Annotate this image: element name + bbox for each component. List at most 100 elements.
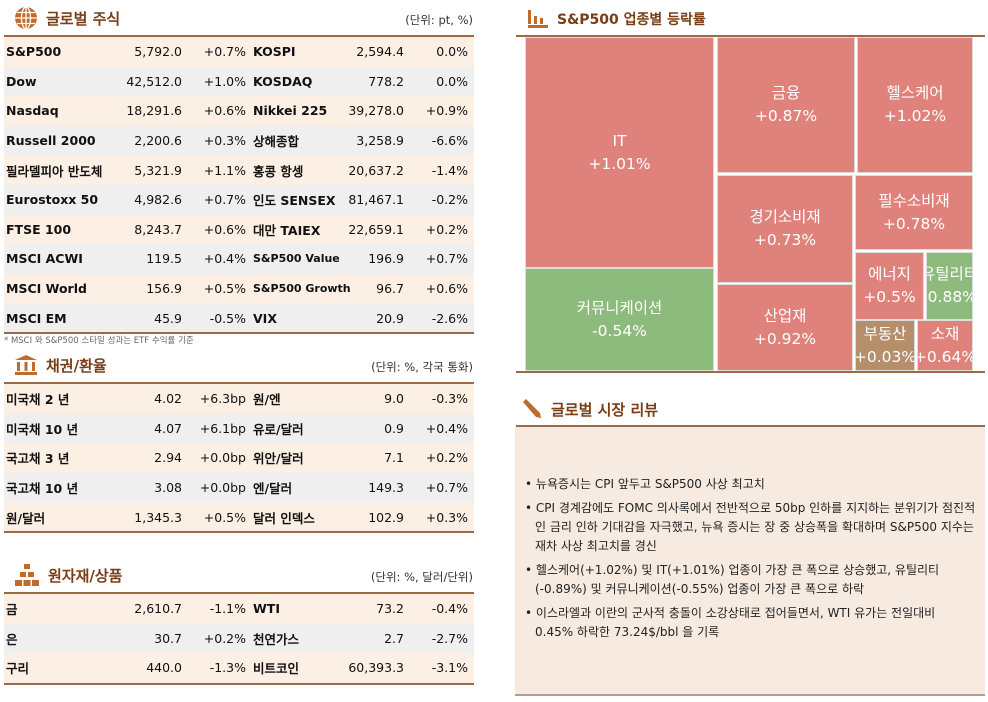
equities-table: S&P500 5,792.0 +0.7% KOSPI 2,594.4 0.0% Dow 42,… bbox=[4, 37, 474, 333]
change-cell: +0.4% bbox=[203, 251, 246, 267]
table-row: MSCI EM 45.9 -0.5% VIX 20.9 -2.6% bbox=[4, 303, 474, 333]
name-cell: 인도 SENSEX bbox=[253, 193, 336, 209]
change-cell: +0.3% bbox=[425, 509, 468, 525]
change-cell: +0.0bp bbox=[199, 480, 246, 496]
change-cell: -0.4% bbox=[431, 601, 468, 617]
sector-name: 유틸리티 bbox=[927, 265, 972, 283]
commodities-table: 금 2,610.7 -1.1% WTI 73.2 -0.4% 은 30.7 +0.2% 천연가스 2… bbox=[4, 594, 474, 683]
table-row: 미국채 10 년 4.07 +6.1bp 유로/달러 0.9 +0.4% bbox=[4, 413, 474, 444]
review-bullet: CPI 경계감에도 FOMC 의사록에서 전반적으로 50bp 인하를 지지하는… bbox=[523, 499, 977, 556]
sector-name: 에너지 bbox=[868, 265, 911, 283]
change-cell: +0.6% bbox=[425, 281, 468, 297]
change-cell: +0.6% bbox=[203, 103, 246, 119]
table-row: Nasdaq 18,291.6 +0.6% Nikkei 225 39,278.0 +0.… bbox=[4, 96, 474, 126]
name-cell: Nasdaq bbox=[6, 103, 59, 119]
value-cell: 778.2 bbox=[368, 73, 404, 89]
treemap-cell: 부동산 +0.03% bbox=[855, 320, 915, 371]
change-cell: +6.1bp bbox=[199, 420, 246, 436]
name-cell: WTI bbox=[253, 601, 280, 617]
sector-change: +1.01% bbox=[588, 154, 651, 173]
sector-change: +0.73% bbox=[753, 231, 817, 249]
table-row: Eurostoxx 50 4,982.6 +0.7% 인도 SENSEX 81,467.… bbox=[4, 184, 474, 215]
change-cell: -1.3% bbox=[209, 660, 246, 676]
name-cell: 국고채 10 년 bbox=[6, 481, 79, 497]
divider bbox=[516, 35, 985, 37]
value-cell: 0.9 bbox=[384, 420, 404, 436]
treemap-cell: 경기소비재 +0.73% bbox=[717, 175, 853, 283]
unit-label: (단위: %, 달러/단위) bbox=[370, 570, 473, 584]
value-cell: 39,278.0 bbox=[348, 103, 404, 119]
value-cell: 2,610.7 bbox=[134, 601, 182, 617]
sector-change: +0.78% bbox=[882, 214, 946, 233]
value-cell: 8,243.7 bbox=[134, 221, 182, 237]
sector-name: IT bbox=[612, 131, 627, 150]
table-row: Dow 42,512.0 +1.0% KOSDAQ 778.2 0.0% bbox=[4, 66, 474, 97]
table-row: 금 2,610.7 -1.1% WTI 73.2 -0.4% bbox=[4, 594, 474, 624]
change-cell: -1.4% bbox=[431, 162, 468, 178]
name-cell: MSCI World bbox=[6, 281, 87, 297]
treemap-header: S&P500 업종별 등락률 bbox=[527, 6, 706, 32]
change-cell: +0.2% bbox=[203, 630, 246, 646]
value-cell: 2,200.6 bbox=[134, 133, 182, 149]
divider bbox=[4, 683, 474, 685]
sector-name: 커뮤니케이션 bbox=[576, 298, 663, 317]
name-cell: 위안/달러 bbox=[253, 451, 304, 467]
gold-bars-icon bbox=[15, 564, 39, 586]
name-cell: 유로/달러 bbox=[253, 421, 304, 437]
table-row: 구리 440.0 -1.3% 비트코인 60,393.3 -3.1% bbox=[4, 653, 474, 683]
treemap-cell: 커뮤니케이션 -0.54% bbox=[525, 268, 714, 371]
sector-name: 필수소비재 bbox=[878, 191, 950, 210]
treemap-cell: 헬스케어 +1.02% bbox=[857, 37, 973, 173]
divider bbox=[4, 382, 474, 384]
change-cell: -0.2% bbox=[431, 192, 468, 208]
name-cell: 필라델피아 반도체 bbox=[6, 163, 103, 179]
value-cell: 45.9 bbox=[154, 310, 182, 326]
name-cell: S&P500 bbox=[6, 44, 62, 60]
treemap-cell: 소재 +0.64% bbox=[917, 320, 973, 371]
change-cell: 0.0% bbox=[436, 44, 468, 60]
sector-name: 금융 bbox=[771, 84, 801, 102]
name-cell: S&P500 Growth bbox=[253, 282, 351, 296]
divider bbox=[4, 531, 474, 533]
sector-name: 산업재 bbox=[763, 306, 807, 325]
sector-change: +0.87% bbox=[754, 107, 818, 125]
table-row: 원/달러 1,345.3 +0.5% 달러 인덱스 102.9 +0.3% bbox=[4, 502, 474, 532]
divider bbox=[4, 592, 474, 594]
change-cell: +0.4% bbox=[425, 420, 468, 436]
review-list: 뉴욕증시는 CPI 앞두고 S&P500 사상 최고치 CPI 경계감에도 FOM… bbox=[523, 475, 977, 647]
change-cell: +0.7% bbox=[425, 251, 468, 267]
divider bbox=[516, 425, 985, 427]
table-row: FTSE 100 8,243.7 +0.6% 대만 TAIEX 22,659.1 +0.2… bbox=[4, 214, 474, 245]
change-cell: -2.7% bbox=[431, 630, 468, 646]
footnote: * MSCI 와 S&P500 스타일 성과는 ETF 수익률 기준 bbox=[4, 336, 194, 346]
change-cell: -3.1% bbox=[431, 660, 468, 676]
sector-change: +1.02% bbox=[883, 107, 947, 125]
name-cell: VIX bbox=[253, 310, 277, 326]
value-cell: 119.5 bbox=[146, 251, 182, 267]
change-cell: +0.5% bbox=[203, 509, 246, 525]
name-cell: 원/엔 bbox=[253, 392, 281, 408]
value-cell: 81,467.1 bbox=[348, 192, 404, 208]
bank-icon bbox=[15, 355, 37, 375]
bonds-table: 미국채 2 년 4.02 +6.3bp 원/엔 9.0 -0.3% 미국채 10 년 4.07… bbox=[4, 384, 474, 532]
value-cell: 9.0 bbox=[384, 391, 404, 407]
name-cell: 국고채 3 년 bbox=[6, 451, 70, 467]
value-cell: 22,659.1 bbox=[348, 221, 404, 237]
change-cell: +0.7% bbox=[203, 44, 246, 60]
sector-name: 부동산 bbox=[863, 324, 907, 343]
name-cell: 엔/달러 bbox=[253, 481, 293, 497]
sector-change: +0.92% bbox=[753, 329, 817, 348]
change-cell: +6.3bp bbox=[199, 391, 246, 407]
change-cell: +0.7% bbox=[425, 480, 468, 496]
change-cell: +0.5% bbox=[203, 281, 246, 297]
value-cell: 4.07 bbox=[154, 420, 182, 436]
name-cell: 미국채 2 년 bbox=[6, 392, 70, 408]
value-cell: 30.7 bbox=[154, 630, 182, 646]
name-cell: 미국채 10 년 bbox=[6, 421, 79, 437]
name-cell: Dow bbox=[6, 73, 37, 89]
name-cell: 달러 인덱스 bbox=[253, 510, 315, 526]
change-cell: +0.6% bbox=[203, 221, 246, 237]
change-cell: +0.0bp bbox=[199, 450, 246, 466]
value-cell: 440.0 bbox=[146, 660, 182, 676]
change-cell: +0.9% bbox=[425, 103, 468, 119]
